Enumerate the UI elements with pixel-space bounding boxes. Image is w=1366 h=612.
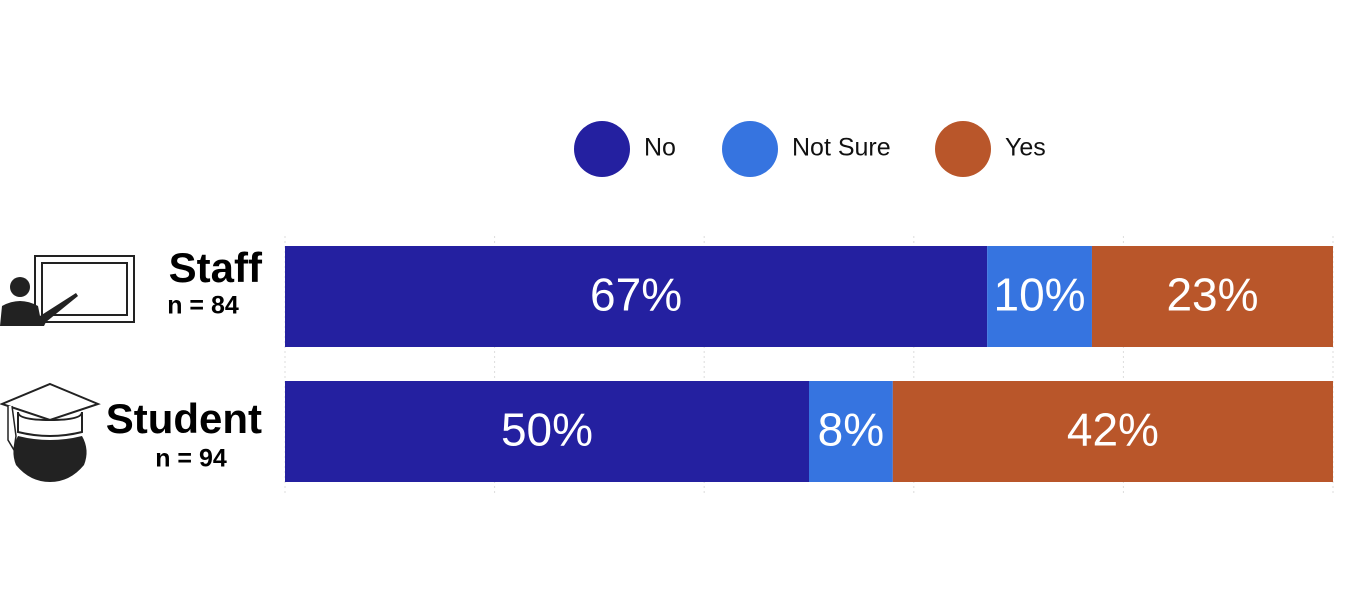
category-note: n = 94 — [155, 445, 227, 473]
value-label: 23% — [1166, 269, 1258, 321]
staff-icon — [0, 255, 135, 326]
student-icon — [0, 382, 101, 482]
category-label: Student — [106, 395, 262, 442]
legend-swatch — [722, 121, 778, 177]
legend-label: Not Sure — [792, 134, 891, 162]
bar-segment — [285, 381, 809, 482]
legend-swatch — [935, 121, 991, 177]
bar-segment — [285, 246, 988, 347]
bar-segment — [892, 381, 1333, 482]
value-label: 8% — [818, 404, 884, 456]
value-label: 10% — [994, 269, 1086, 321]
value-label: 42% — [1067, 404, 1159, 456]
bar-segment — [1091, 246, 1333, 347]
value-label: 50% — [501, 404, 593, 456]
legend-label: Yes — [1005, 134, 1046, 162]
bar-segment — [987, 246, 1092, 347]
category-note: n = 84 — [167, 292, 239, 320]
legend-label: No — [644, 134, 676, 162]
category-label: Staff — [169, 244, 263, 291]
legend-swatch — [574, 121, 630, 177]
bar-segment — [809, 381, 893, 482]
value-label: 67% — [590, 269, 682, 321]
